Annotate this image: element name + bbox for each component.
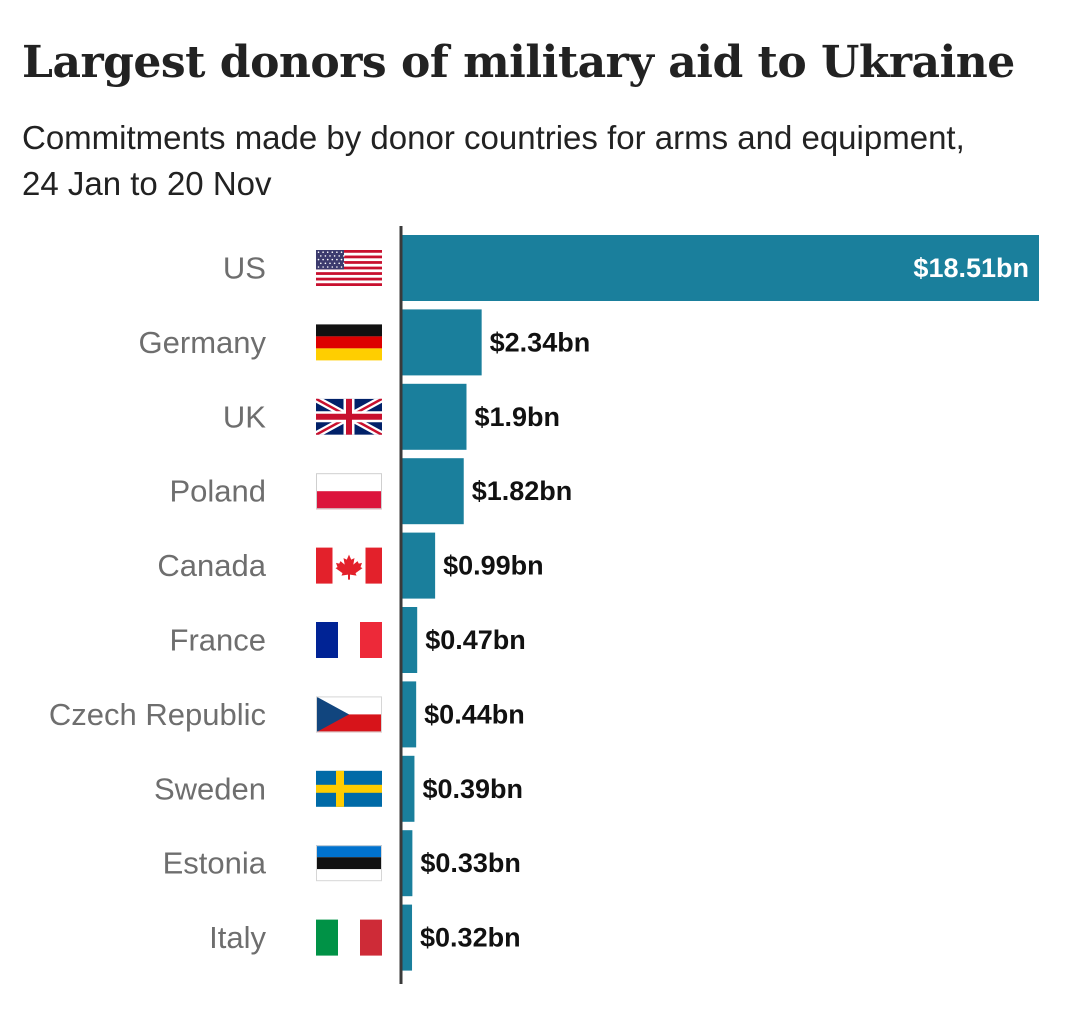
chart-title: Largest donors of military aid to Ukrain… bbox=[22, 37, 1015, 88]
category-label-italy: Italy bbox=[209, 920, 266, 955]
value-label-estonia: $0.33bn bbox=[420, 848, 521, 878]
bar-estonia bbox=[401, 830, 413, 897]
value-label-france: $0.47bn bbox=[425, 625, 526, 655]
sweden-flag-icon bbox=[316, 770, 382, 807]
value-label-uk: $1.9bn bbox=[474, 402, 560, 432]
category-label-sweden: Sweden bbox=[154, 771, 266, 806]
value-label-sweden: $0.39bn bbox=[422, 774, 523, 804]
value-label-italy: $0.32bn bbox=[420, 923, 521, 953]
category-label-us: US bbox=[223, 251, 266, 286]
france-flag-icon bbox=[316, 622, 382, 658]
czech-republic-flag-icon bbox=[316, 696, 382, 733]
bar-czech-republic bbox=[401, 681, 417, 748]
bar-germany bbox=[401, 309, 482, 376]
category-label-germany: Germany bbox=[139, 325, 267, 360]
category-label-uk: UK bbox=[223, 399, 266, 434]
category-label-france: France bbox=[170, 623, 266, 658]
chart-subtitle: Commitments made by donor countries for … bbox=[22, 119, 965, 202]
bar-uk bbox=[401, 383, 467, 450]
uk-flag-icon bbox=[316, 398, 382, 435]
poland-flag-icon bbox=[316, 473, 382, 510]
value-label-czech-republic: $0.44bn bbox=[424, 699, 525, 729]
bar-italy bbox=[401, 904, 413, 971]
value-label-us: $18.51bn bbox=[913, 253, 1029, 283]
value-label-canada: $0.99bn bbox=[443, 551, 544, 581]
category-label-canada: Canada bbox=[157, 548, 266, 583]
bar-sweden bbox=[401, 755, 415, 822]
estonia-flag-icon bbox=[316, 845, 382, 882]
category-label-czech-republic: Czech Republic bbox=[49, 697, 266, 732]
bar-us bbox=[401, 235, 1039, 301]
bar-canada bbox=[401, 532, 436, 599]
value-label-germany: $2.34bn bbox=[490, 327, 591, 357]
bar-poland bbox=[401, 458, 464, 525]
italy-flag-icon bbox=[316, 919, 382, 956]
germany-flag-icon bbox=[316, 324, 382, 361]
us-flag-icon bbox=[316, 250, 382, 286]
category-label-poland: Poland bbox=[169, 474, 266, 509]
bar-france bbox=[401, 607, 418, 673]
value-label-poland: $1.82bn bbox=[472, 476, 573, 506]
category-label-estonia: Estonia bbox=[163, 846, 267, 881]
canada-flag-icon bbox=[316, 547, 382, 584]
